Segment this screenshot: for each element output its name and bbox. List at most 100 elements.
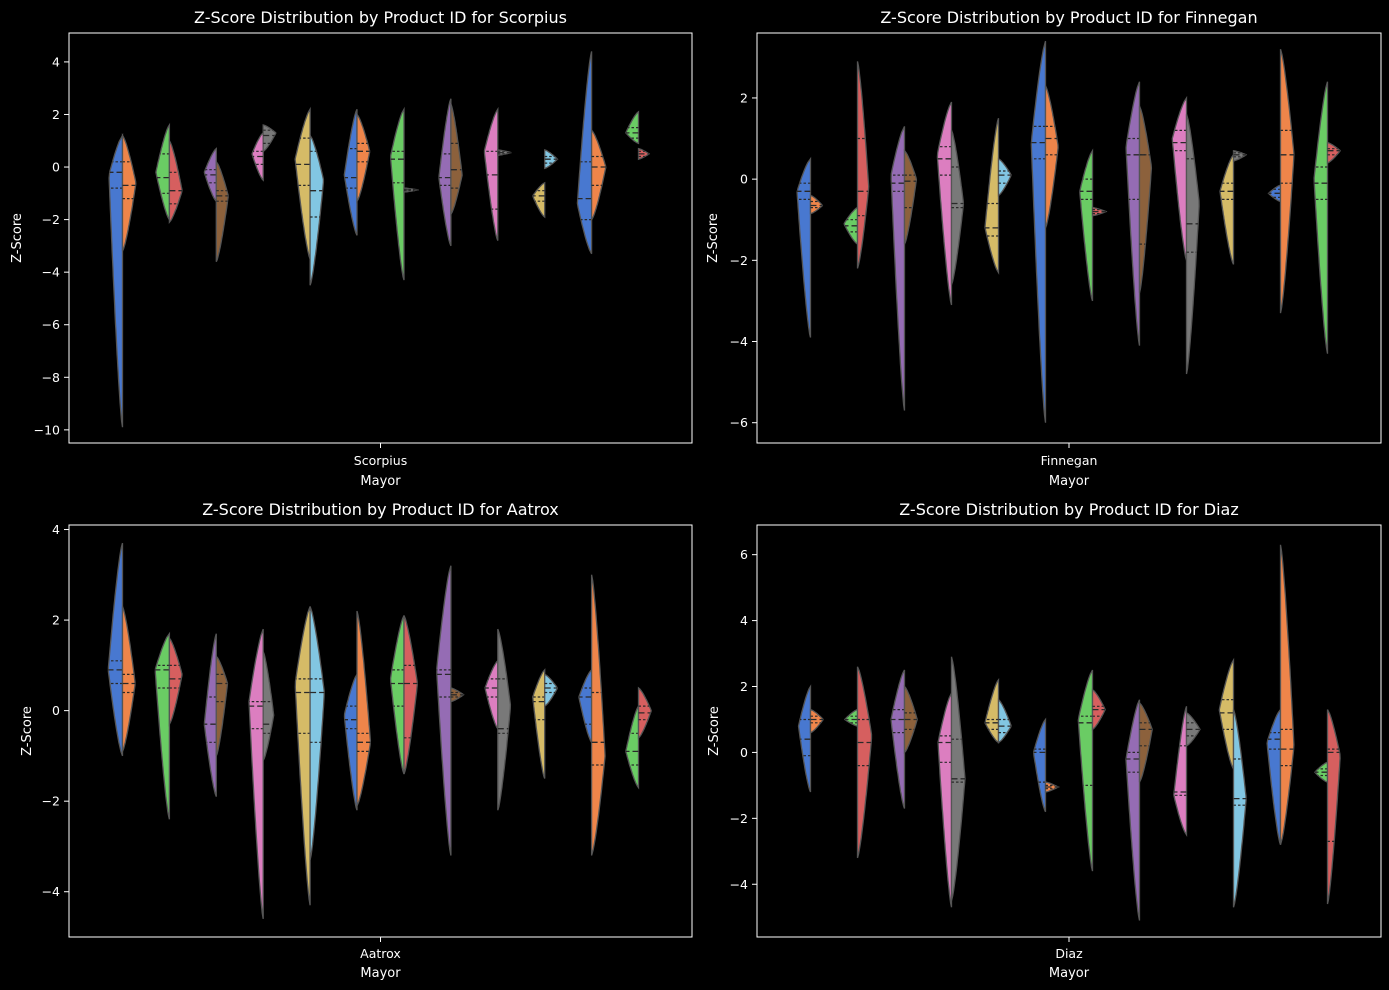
violin-right [903,148,918,245]
violin-right [356,112,371,204]
violin-body [1171,95,1188,261]
violin-body [309,606,325,861]
violin-right [1279,544,1295,845]
violin-body [578,668,593,745]
violin-left [251,131,264,182]
violin-body [203,633,217,797]
violin-left [484,659,499,731]
violin-body [1185,114,1200,375]
chart-title: Z-Score Distribution by Product ID for F… [880,8,1257,27]
violin-right [497,628,512,811]
violin-body [984,118,1000,275]
y-ticks: 6 4 2 0 −2 −4 [730,547,757,892]
violin-body [107,542,124,757]
y-axis-label: Z-Score [20,706,35,756]
violin-body [1077,669,1094,872]
y-tick-label: 4 [52,54,60,69]
violin-left [107,542,124,757]
violin-right [121,606,136,752]
violin-right [950,656,966,901]
violin-left [890,126,906,411]
y-tick-label: 0 [52,703,60,718]
violin-right [1091,688,1107,731]
violin-right [544,149,559,170]
violin-right [809,708,824,734]
subplot-scorpius: 4 2 0 −2 −4 −6 −8 −10 Scorpius Mayor Z-Score Z-… [10,8,693,489]
violin-right [1279,49,1295,314]
violin-left [936,101,953,306]
violin-body [108,132,124,428]
violin-right [1326,709,1341,905]
y-axis-label: Z-Score [706,213,721,263]
violin-left [343,672,358,811]
y-tick-label: 4 [52,522,60,537]
violin-left [532,668,546,779]
violin-body [497,628,512,811]
violin-right [637,686,652,740]
y-tick-label: −4 [42,884,60,899]
violin-body [532,181,546,219]
violin-right [997,157,1012,197]
x-tick-label: Scorpius [354,453,407,468]
violin-left [389,615,405,775]
violin-right [1185,711,1201,747]
violin-body [856,61,870,269]
violin-right [1326,141,1341,164]
violin-body [1044,85,1059,229]
violin-body [997,157,1012,197]
violin-left [438,98,452,247]
violin-body [436,565,452,856]
violin-right [1091,206,1108,217]
violin-body [309,133,325,286]
violins [108,51,651,428]
violin-right [497,149,512,156]
violin-body [155,122,171,222]
violin-left [294,106,311,260]
violin-body [168,138,183,225]
y-tick-label: −4 [42,265,60,280]
violin-body [343,672,358,811]
violin-right [356,610,372,806]
violin-left [625,110,640,145]
y-tick-label: −4 [730,334,748,349]
violin-body [937,692,953,908]
violin-left [1173,706,1188,838]
violin-left [1171,95,1188,261]
violin-body [356,610,372,806]
y-tick-label: 4 [740,613,748,628]
violin-right [1138,701,1153,783]
y-tick-label: −4 [730,877,748,892]
violin-body [590,128,607,222]
violin-right [1044,85,1059,229]
violin-left [343,108,358,236]
chart-title: Z-Score Distribution by Product ID for D… [899,500,1239,519]
x-tick-label: Aatrox [360,946,401,961]
violin-right [403,615,418,775]
violin-left [1079,148,1094,302]
y-tick-label: 2 [52,107,60,122]
plot-area [68,32,693,444]
violin-body [890,669,906,809]
y-tick-label: 2 [740,679,748,694]
violin-right [121,133,137,252]
violin-left [108,132,124,428]
chart-title: Z-Score Distribution by Product ID for S… [194,8,567,27]
violin-body [890,126,906,411]
violin-body [1032,717,1047,813]
violin-right [262,651,275,761]
violin-left [155,122,171,222]
violin-right [450,687,465,703]
violin-body [294,606,311,906]
violins [107,542,652,920]
violin-body [903,148,918,245]
y-axis-label: Z-Score [10,213,25,263]
violin-left [890,669,906,809]
violin-left [436,565,452,856]
violin-body [389,615,405,775]
violin-left [1125,699,1141,921]
violin-left [1219,152,1235,265]
violin-body [403,615,418,775]
violin-left [1267,184,1282,203]
chart-title: Z-Score Distribution by Product ID for A… [202,500,559,519]
violin-right [450,103,463,217]
